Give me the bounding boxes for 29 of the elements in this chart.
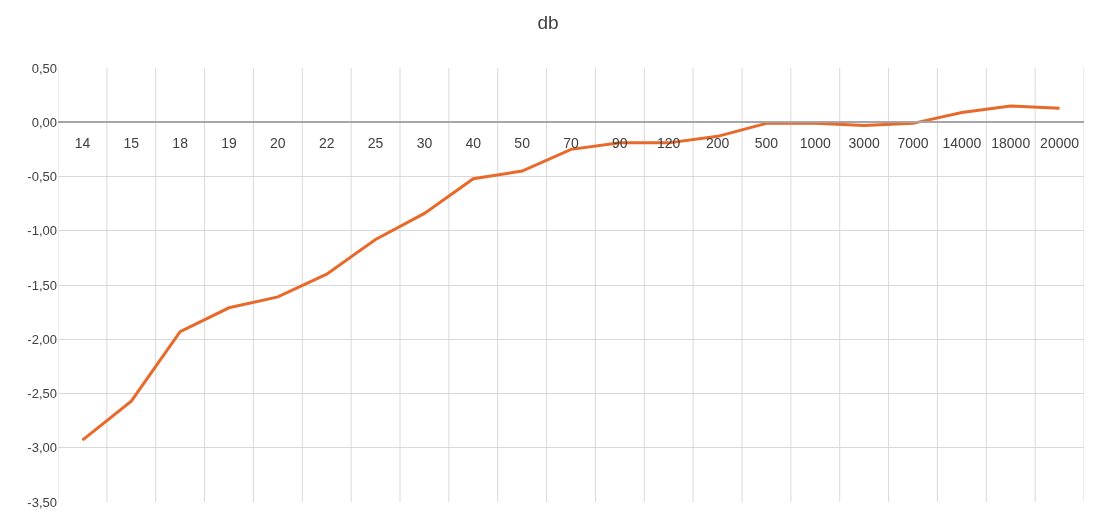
y-tick-label: 0,00 (31, 114, 57, 130)
x-tick-label: 70 (563, 135, 579, 152)
x-tick-label: 18 (172, 135, 189, 152)
x-tick-label: 200 (705, 135, 730, 152)
x-tick-label: 22 (318, 135, 335, 152)
x-tick-label: 19 (221, 135, 237, 152)
x-tick-label: 7000 (897, 135, 929, 152)
y-tick-label: -3,00 (27, 440, 57, 456)
y-tick-label: -3,50 (27, 494, 57, 510)
x-tick-label: 40 (465, 135, 482, 152)
x-tick-label: 14 (74, 135, 91, 152)
x-tick-label: 25 (367, 135, 384, 152)
chart-title: db (537, 12, 559, 34)
x-tick-label: 18000 (991, 135, 1031, 152)
y-tick-label: -2,00 (27, 331, 57, 347)
x-tick-label: 500 (754, 135, 779, 152)
y-tick-label: -0,50 (27, 169, 57, 185)
x-tick-label: 20 (270, 135, 286, 152)
x-tick-label: 30 (416, 135, 433, 152)
x-tick-label: 50 (514, 135, 531, 152)
x-tick-label: 15 (123, 135, 140, 152)
y-tick-label: -2,50 (27, 386, 57, 402)
y-tick-label: 0,50 (31, 60, 57, 76)
x-tick-label: 20000 (1040, 135, 1080, 152)
x-tick-label: 1000 (799, 135, 832, 152)
y-tick-label: -1,00 (27, 223, 57, 239)
x-tick-label: 14000 (942, 135, 982, 152)
y-tick-label: -1,50 (27, 277, 57, 293)
x-tick-label: 3000 (848, 135, 880, 152)
